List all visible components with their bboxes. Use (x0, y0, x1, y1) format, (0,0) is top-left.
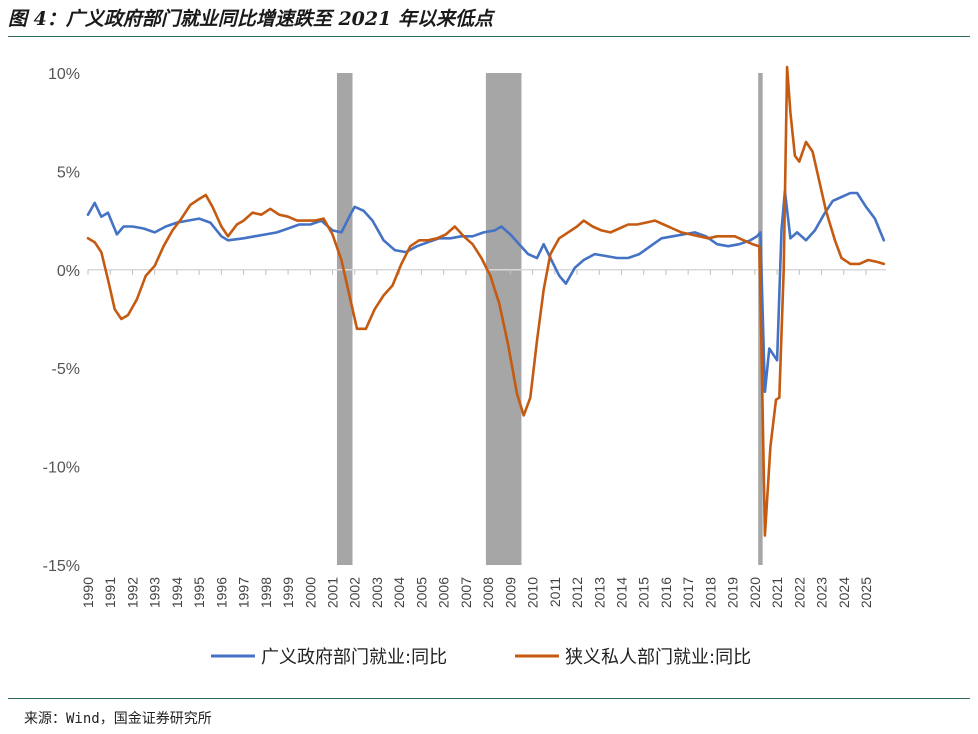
x-tick-label: 1999 (280, 577, 296, 608)
x-tick-label: 2007 (458, 577, 474, 608)
x-tick-label: 2010 (525, 577, 541, 608)
series-lines (86, 65, 886, 537)
x-tick-label: 2011 (547, 577, 563, 607)
x-tick-label: 2005 (413, 577, 429, 608)
x-tick-label: 2016 (658, 577, 674, 608)
recession-bands (336, 73, 763, 565)
x-tick-label: 2012 (569, 577, 585, 608)
x-tick-label: 2003 (369, 577, 385, 608)
x-tick-label: 1995 (191, 577, 207, 608)
legend-label-1: 狭义私人部门就业:同比 (565, 647, 751, 668)
y-tick-label: 0% (57, 263, 80, 280)
x-tick-label: 1991 (102, 577, 118, 608)
series-line-0 (86, 189, 886, 394)
source-note: 来源：Wind，国金证券研究所 (24, 711, 212, 727)
x-tick-label: 2013 (591, 577, 607, 608)
legend: 广义政府部门就业:同比 狭义私人部门就业:同比 (211, 647, 751, 668)
x-tick-label: 2000 (302, 577, 318, 608)
x-tick-label: 2009 (502, 577, 518, 608)
x-tick-label: 1996 (213, 577, 229, 608)
line-chart: 10% 5% 0% -5% -10% -15%1990 1991 1992 1993 1994 19… (43, 65, 886, 668)
x-tick-label: 2025 (858, 577, 874, 608)
x-tick-label: 2002 (347, 577, 363, 608)
y-tick-label: -5% (52, 361, 80, 378)
figure-title: 图 4：广义政府部门就业同比增速跌至 2021 年以来低点 (8, 8, 493, 30)
x-tick-label: 2015 (636, 577, 652, 608)
y-tick-label: 5% (57, 164, 80, 181)
axes: 10% 5% 0% -5% -10% -15%1990 1991 1992 1993 1994 19… (43, 66, 886, 608)
x-tick-label: 1992 (124, 577, 140, 608)
x-tick-label: 1997 (236, 577, 252, 608)
x-tick-label: 2001 (325, 577, 341, 608)
x-tick-label: 2020 (747, 577, 763, 608)
x-tick-label: 2019 (725, 577, 741, 608)
recession-band-0 (336, 73, 353, 565)
x-tick-label: 2024 (836, 577, 852, 608)
y-tick-label: -10% (43, 460, 80, 477)
x-tick-label: 1990 (80, 577, 96, 608)
x-tick-label: 2022 (791, 577, 807, 608)
x-tick-label: 2023 (814, 577, 830, 608)
x-tick-label: 1993 (147, 577, 163, 608)
title-divider (8, 36, 970, 37)
y-tick-label: 10% (48, 66, 80, 83)
series-line-1 (86, 65, 886, 537)
x-tick-label: 1994 (169, 577, 185, 608)
legend-label-0: 广义政府部门就业:同比 (261, 647, 447, 668)
x-tick-label: 2006 (436, 577, 452, 608)
x-tick-label: 2021 (769, 577, 785, 608)
x-tick-label: 2004 (391, 577, 407, 608)
x-tick-label: 2008 (480, 577, 496, 608)
x-tick-label: 2014 (613, 577, 629, 608)
x-tick-label: 1998 (258, 577, 274, 608)
x-tick-label: 2017 (680, 577, 696, 608)
x-tick-label: 2018 (702, 577, 718, 608)
source-divider (8, 698, 970, 699)
y-tick-label: -15% (43, 558, 80, 575)
